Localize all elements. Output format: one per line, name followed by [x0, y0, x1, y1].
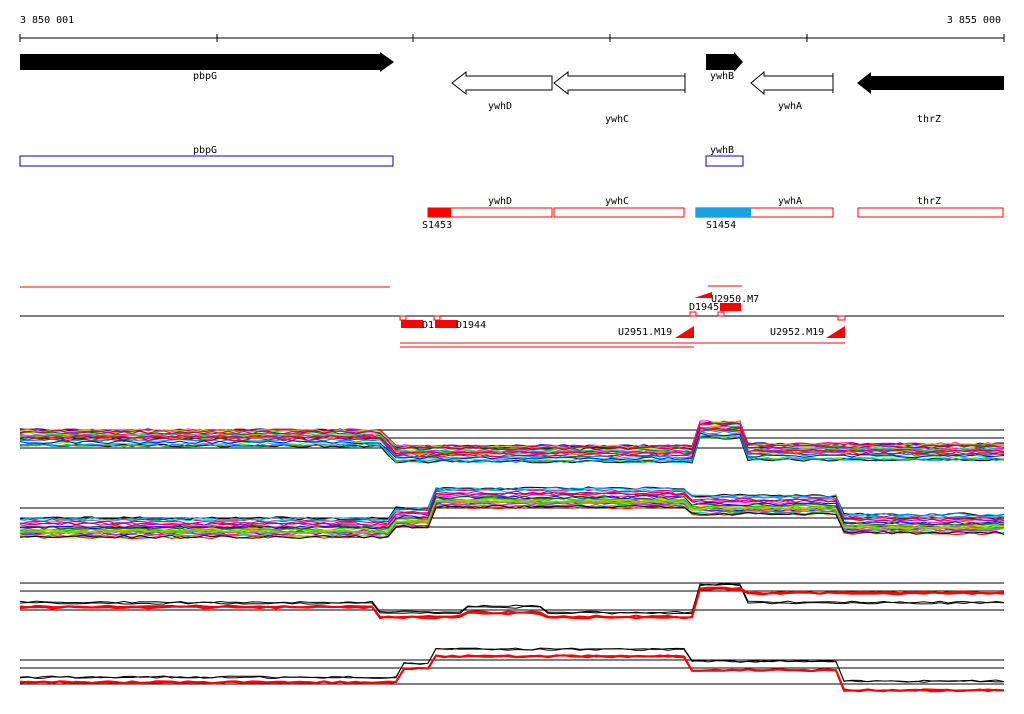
expression-profile-line: [19, 500, 1005, 535]
gene-ywhA[interactable]: ywhA: [750, 70, 834, 112]
red-box-ywhC[interactable]: ywhC: [553, 196, 685, 218]
expression-profile-line: [19, 500, 1005, 535]
expression-profile-line: [19, 495, 1005, 530]
marker-label-S1454: S1454: [706, 220, 736, 231]
red-annotation-track: ywhD ywhC ywhA thrZ S1453 S1454: [422, 196, 1004, 231]
gene-thrZ[interactable]: thrZ: [857, 72, 1004, 125]
gene-pbpG[interactable]: pbpG: [20, 52, 394, 82]
feature-u2952[interactable]: U2952.M19: [694, 315, 846, 344]
expression-profile-line: [19, 587, 1005, 620]
red-box-ywhD[interactable]: ywhD: [427, 196, 553, 218]
red-label-ywhA: ywhA: [778, 196, 802, 207]
expression-profile-line: [19, 427, 1005, 456]
expression-profile-line: [19, 429, 1005, 458]
red-box-thrZ[interactable]: thrZ: [857, 196, 1004, 218]
gene-label-pbpG: pbpG: [193, 71, 217, 82]
gene-label-ywhD: ywhD: [488, 101, 512, 112]
feature-label-u2952: U2952.M19: [770, 327, 824, 338]
feature-label-d1945: D1945: [689, 302, 719, 313]
gene-label-thrZ: thrZ: [917, 114, 941, 125]
red-label-thrZ: thrZ: [917, 196, 941, 207]
expression-profile-line: [19, 647, 1005, 683]
expression-profile-line: [19, 490, 1005, 525]
expression-profile-line: [19, 432, 1005, 461]
gene-ywhB[interactable]: ywhB: [706, 52, 743, 82]
feature-d1943[interactable]: D1: [399, 315, 434, 331]
feature-u2951[interactable]: U2951.M19: [400, 326, 694, 348]
marker-label-S1453: S1453: [422, 220, 452, 231]
ruler-start-label: 3 850 001: [20, 15, 74, 26]
feature-label-u2951: U2951.M19: [618, 327, 672, 338]
blue-box-pbpG[interactable]: pbpG: [19, 145, 394, 167]
expression-profile-line: [20, 433, 1005, 462]
red-label-ywhC: ywhC: [605, 196, 629, 207]
expression-profile-line: [19, 583, 1005, 615]
expression-profile-line: [19, 436, 1005, 464]
expression-profile-line: [19, 422, 1005, 451]
expression-profiles-panel-2: [19, 486, 1005, 540]
blue-label-ywhB: ywhB: [710, 145, 734, 156]
gene-ywhD[interactable]: ywhD: [451, 70, 553, 112]
expression-profile-line: [19, 486, 1005, 521]
expression-profile-line: [19, 654, 1005, 693]
expression-profiles-panel-4: [19, 647, 1005, 693]
feature-label-d1944: D1944: [456, 320, 486, 331]
ruler-end-label: 3 855 000: [947, 15, 1001, 26]
expression-profile-line: [19, 488, 1005, 523]
expression-profile-line: [19, 582, 1005, 614]
features-track: U2950.M7 D1945 D1 D1944 U2951.M19: [20, 285, 1004, 348]
feature-u2950[interactable]: U2950.M7: [694, 292, 759, 305]
expression-profile-line: [19, 501, 1005, 536]
feature-label-u2950: U2950.M7: [711, 294, 759, 305]
feature-d1944[interactable]: D1944: [433, 315, 486, 331]
expression-profile-line: [19, 495, 1005, 530]
gene-label-ywhA: ywhA: [778, 101, 802, 112]
blue-annotation-track: pbpG ywhB: [19, 145, 744, 167]
red-label-ywhD: ywhD: [488, 196, 512, 207]
blue-box-ywhB[interactable]: ywhB: [705, 145, 744, 167]
expression-profiles-panel-1: [19, 420, 1005, 464]
expression-profile-line: [19, 654, 1005, 693]
gene-arrows-track: pbpG ywhD ywhC ywhB ywhA thrZ: [20, 52, 1004, 125]
gene-ywhC[interactable]: ywhC: [553, 70, 686, 125]
expression-profile-line: [19, 420, 1005, 449]
expression-profile-line: [19, 422, 1004, 449]
coordinate-ruler: 3 850 001 3 855 000: [19, 15, 1005, 42]
feature-label-d1943: D1: [422, 320, 434, 331]
gene-label-ywhB: ywhB: [710, 71, 734, 82]
expression-profiles-panel-3: [19, 582, 1005, 620]
red-box-ywhA[interactable]: ywhA: [695, 196, 834, 218]
expression-profile-line: [19, 504, 1005, 539]
blue-label-pbpG: pbpG: [193, 145, 217, 156]
feature-d1945[interactable]: D1945: [689, 302, 741, 317]
gene-label-ywhC: ywhC: [605, 114, 629, 125]
